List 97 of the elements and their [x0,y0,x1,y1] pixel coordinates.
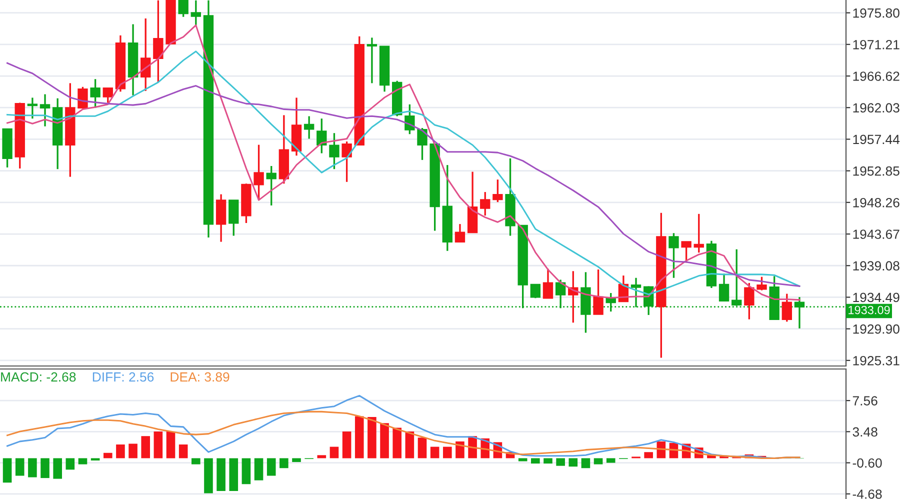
y-tick-label: 1962.03 [853,103,900,113]
candlestick [694,213,704,254]
bar [568,458,578,467]
bar [330,446,339,458]
bar [78,458,88,464]
y-tick-label: -4.68 [852,489,882,499]
y-tick-label: -0.60 [852,458,882,468]
text: DIFF: 2.56 [92,372,154,382]
candlestick [542,268,554,299]
bar [556,458,565,466]
bar [354,416,364,458]
bar [128,444,138,458]
bar [266,458,276,476]
bar [178,444,188,458]
candlestick [417,127,428,161]
bar [53,458,62,479]
bar [166,432,176,458]
bar [442,446,452,458]
line-series [6,410,800,459]
candlestick [593,268,604,316]
candlestick [90,78,100,109]
bar [66,458,75,470]
candlestick [366,36,378,84]
bar [380,423,389,458]
y-tick-label: 1934.49 [853,292,900,302]
candlestick [78,86,88,109]
bar [368,417,376,458]
bar [254,458,264,480]
candlestick [718,272,730,302]
bar [317,455,326,458]
candlestick [153,0,164,84]
y-tick-label: 1952.85 [853,166,900,176]
bar [28,458,37,478]
bar [15,458,24,476]
candlestick [480,191,490,216]
bar [242,458,251,484]
bar [430,446,440,458]
candlestick [304,115,314,140]
bar [216,458,226,491]
text: DEA: 3.89 [170,372,230,382]
bar [2,458,12,483]
y-tick-label: 1975.80 [853,8,900,18]
bar [606,458,616,463]
candlestick [190,0,202,26]
y-tick-label: 1929.90 [853,324,900,334]
y-tick-label: 1971.21 [853,40,900,50]
candlestick [140,18,151,92]
y-tick-label: 1943.67 [853,230,900,239]
y-tick-label: 1957.44 [853,134,900,144]
bar [280,458,288,468]
bar [292,458,301,462]
bar [644,452,653,458]
candlestick [216,193,226,243]
bar [229,458,238,491]
candlestick [454,223,466,243]
bar [103,452,112,458]
candlestick [744,282,754,320]
candlestick [668,232,679,279]
candlestick [316,118,327,154]
bar [116,444,125,458]
candlestick [492,178,503,203]
candlestick [40,93,50,128]
bar [392,428,402,458]
bar [518,458,528,462]
candlestick [228,200,239,237]
bar [192,458,200,464]
bar [154,432,163,458]
bar [342,432,352,458]
bar [418,438,427,458]
bar [544,458,552,464]
bar [204,458,213,494]
candlestick [530,284,541,299]
y-tick-label: 1966.62 [853,72,900,81]
bar [405,432,414,458]
candlestick [102,87,113,104]
candlestick [756,276,767,292]
candlestick [254,144,264,202]
bar [594,458,603,464]
candlestick [27,96,38,120]
bar [531,458,540,464]
candlestick [782,292,792,322]
bar [141,436,150,458]
y-tick-label: 1939.08 [853,261,900,271]
candlestick [266,165,276,206]
bar [581,458,590,468]
y-tick-label: 1925.31 [853,356,900,366]
bar [40,458,50,478]
y-tick-label: 1948.26 [853,198,900,208]
candlestick [342,140,352,183]
ref-line-label: 1933.09 [848,306,890,314]
candlestick [329,132,340,170]
y-tick-label: 3.48 [852,427,878,437]
candlestick [178,0,188,18]
text: MACD: -2.68 [1,372,76,382]
bar [456,441,464,458]
y-tick-label: 7.56 [852,396,878,406]
candlestick [404,104,415,135]
